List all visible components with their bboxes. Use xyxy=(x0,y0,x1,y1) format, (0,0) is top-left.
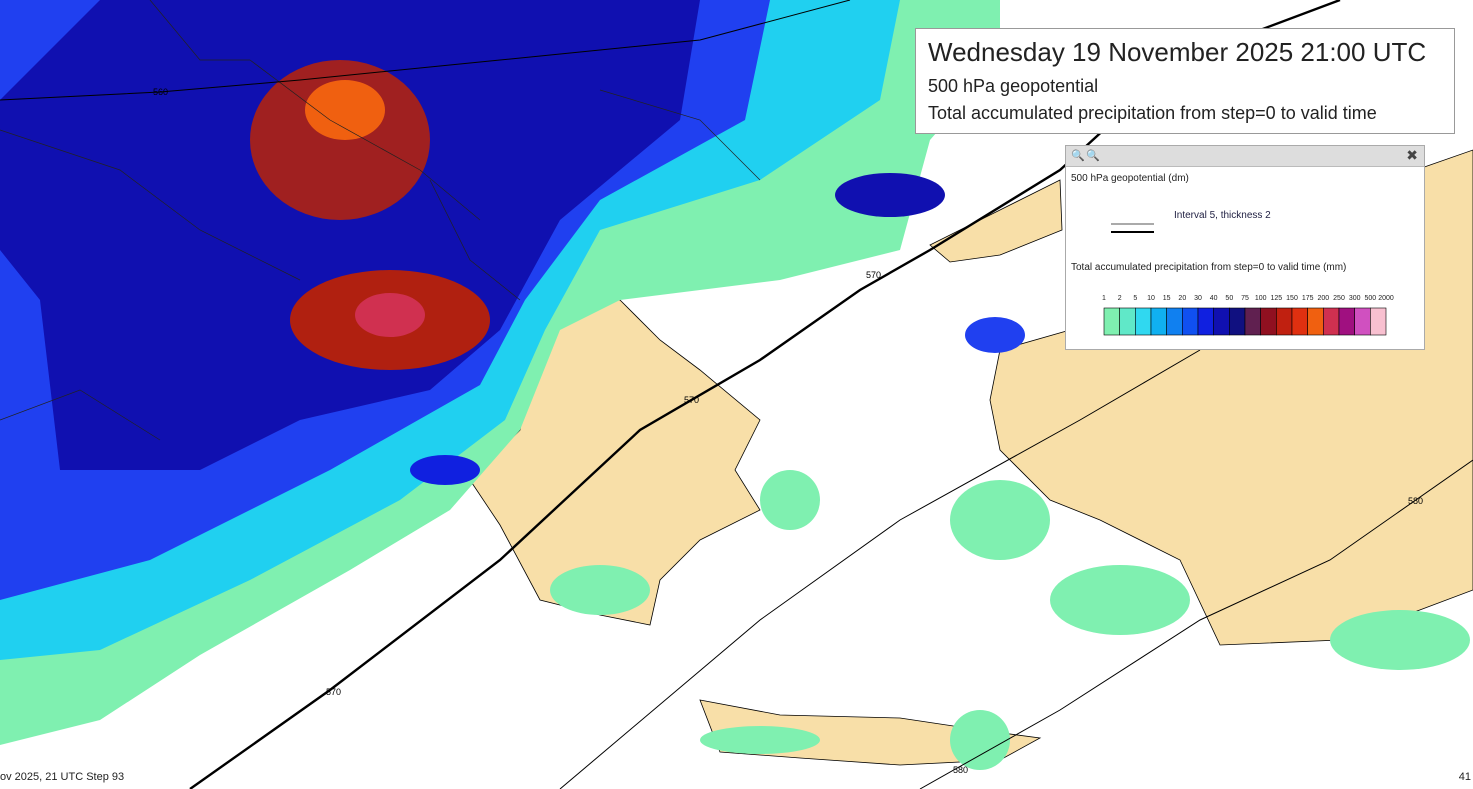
contour-label: 570 xyxy=(684,395,699,405)
legend-swatch xyxy=(1354,307,1371,336)
legend-heading: 500 hPa geopotential (dm) xyxy=(1071,173,1189,184)
precip-darkblue xyxy=(0,0,700,470)
borders xyxy=(0,0,761,441)
legend-swatch xyxy=(1276,307,1293,336)
legend-level: 10 xyxy=(1147,295,1155,302)
legend-level: 100 xyxy=(1255,295,1267,302)
title: Wednesday 19 November 2025 21:00 UTC xyxy=(928,37,1427,67)
legend-swatch xyxy=(1197,307,1214,336)
precip-pink xyxy=(355,293,425,337)
legend-panel: 🔍 🔍 ✖ 500 hPa geopotential (dm) Interval… xyxy=(1065,145,1425,350)
precip-blob xyxy=(550,565,650,615)
legend-level: 300 xyxy=(1349,295,1361,302)
legend-level: 40 xyxy=(1210,295,1218,302)
precip-blob xyxy=(700,726,820,754)
legend-swatch xyxy=(1260,307,1277,336)
legend-swatch xyxy=(1291,307,1308,336)
legend-level: 50 xyxy=(1225,295,1233,302)
legend-level: 1 xyxy=(1102,295,1106,302)
legend-level: 125 xyxy=(1270,295,1282,302)
contour-560 xyxy=(0,0,851,101)
contour-label: 570 xyxy=(326,687,341,697)
precip-blob xyxy=(760,470,820,530)
legend-level: 2 xyxy=(1118,295,1122,302)
subtitle: Total accumulated precipitation from ste… xyxy=(928,103,1377,123)
legend-swatch xyxy=(1103,307,1120,336)
legend-swatch xyxy=(1338,307,1355,336)
line-sample xyxy=(1111,223,1154,233)
contour-label: 570 xyxy=(866,270,881,280)
contour-label: 560 xyxy=(153,87,168,97)
legend-level: 200 xyxy=(1317,295,1329,302)
contour-580 xyxy=(919,459,1473,789)
color-scale: 1 2 5 10 15 20 30 40 50 75 100 125 150 175 200 250 300 50… xyxy=(1102,295,1394,336)
legend-swatch xyxy=(1229,307,1246,336)
contour-580 xyxy=(559,349,1201,789)
precip-red xyxy=(250,60,430,220)
zoom-out[interactable]: 🔍 xyxy=(1086,150,1100,162)
legend-swatch xyxy=(1244,307,1261,336)
legend-swatch xyxy=(1135,307,1152,336)
precip-blob xyxy=(950,480,1050,560)
land-thrace xyxy=(929,179,1063,263)
legend-level: 75 xyxy=(1241,295,1249,302)
legend-swatch xyxy=(1370,307,1387,336)
legend-level: 500 xyxy=(1364,295,1376,302)
precip-heading: Total accumulated precipitation from ste… xyxy=(1071,262,1347,273)
legend-level: 2000 xyxy=(1378,295,1394,302)
legend-swatch xyxy=(1150,307,1167,336)
zoom-in[interactable]: 🔍 xyxy=(1071,150,1085,162)
line-label: Interval 5, thickness 2 xyxy=(1174,210,1271,221)
close-button[interactable]: ✖ xyxy=(1406,147,1418,163)
legend-swatch xyxy=(1182,307,1199,336)
legend-level: 250 xyxy=(1333,295,1345,302)
precip-blob xyxy=(1330,610,1470,670)
title-box: Wednesday 19 November 2025 21:00 UTC 500… xyxy=(915,28,1455,134)
legend-swatch xyxy=(1166,307,1183,336)
legend-level: 5 xyxy=(1133,295,1137,302)
contour-label: 580 xyxy=(1408,496,1423,506)
subtitle: 500 hPa geopotential xyxy=(928,76,1099,96)
footer-right: 41 xyxy=(1458,771,1471,783)
footer: ov 2025, 21 UTC Step 93 xyxy=(0,771,125,783)
precip-orange xyxy=(305,80,385,140)
legend-swatch xyxy=(1213,307,1230,336)
legend-level: 20 xyxy=(1178,295,1186,302)
precip-blob xyxy=(1050,565,1190,635)
legend-swatch xyxy=(1119,307,1136,336)
legend-swatch xyxy=(1323,307,1340,336)
precip-blob xyxy=(835,173,945,217)
legend-level: 175 xyxy=(1302,295,1314,302)
precip-blob xyxy=(950,710,1010,770)
precip-blob xyxy=(965,317,1025,353)
contour-label: 580 xyxy=(953,765,968,775)
legend-swatch xyxy=(1307,307,1324,336)
legend-level: 15 xyxy=(1163,295,1171,302)
precip-blob xyxy=(410,455,480,485)
legend-toolbar: 🔍 🔍 ✖ xyxy=(1066,146,1424,167)
legend-level: 150 xyxy=(1286,295,1298,302)
legend-level: 30 xyxy=(1194,295,1202,302)
